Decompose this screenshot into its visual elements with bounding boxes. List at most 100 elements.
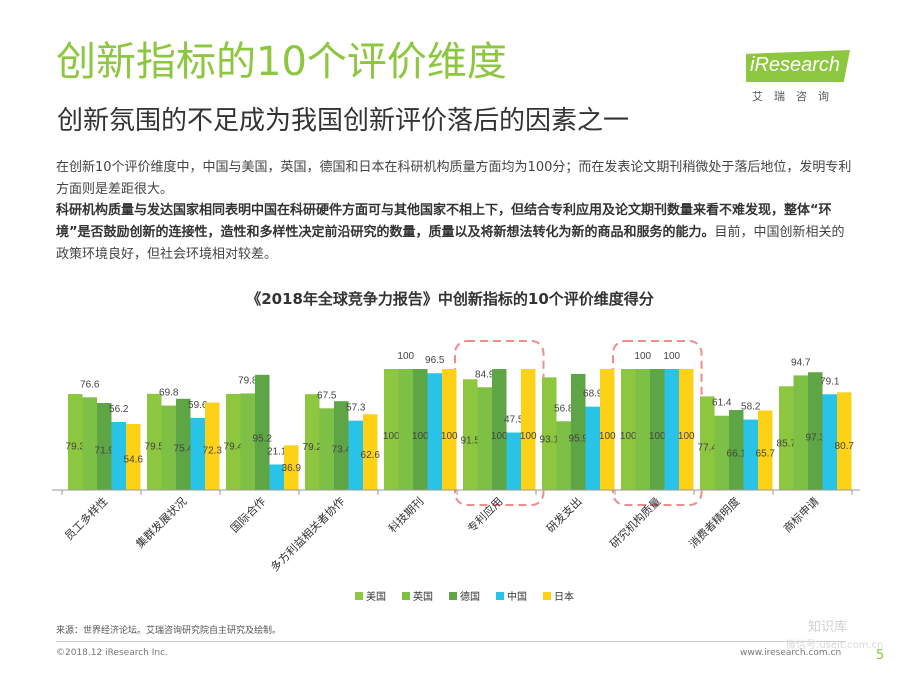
bar (650, 369, 665, 490)
data-label: 69.8 (159, 388, 179, 399)
bar (319, 408, 334, 490)
legend-label: 美国 (366, 590, 386, 603)
data-label: 79.2 (303, 442, 323, 453)
bar (398, 369, 413, 490)
data-label: 77.4 (698, 443, 718, 454)
bar (226, 393, 241, 490)
bar (363, 414, 378, 490)
legend-label: 德国 (460, 590, 480, 603)
logo-background (746, 50, 850, 82)
data-label: 57.3 (346, 403, 366, 414)
website-text: www.iresearch.com.cn (740, 648, 842, 658)
bar (97, 403, 112, 490)
legend-swatch (402, 592, 410, 600)
data-label: 100 (441, 431, 458, 442)
bar (571, 373, 586, 490)
analysis-bold-text: 科研机构质量与发达国家相同表明中国在科研硬件方面可与其他国家不相上下，但结合专利… (56, 203, 832, 240)
bar (205, 402, 220, 490)
page-number: 5 (876, 648, 885, 663)
bar (305, 394, 320, 490)
data-label: 36.9 (282, 463, 302, 474)
data-label: 79.3 (66, 442, 86, 453)
bar (348, 420, 363, 490)
bar (837, 392, 852, 490)
data-label: 84.9 (475, 369, 495, 380)
page-title: 创新指标的10个评价维度 (56, 39, 507, 85)
data-label: 100 (678, 431, 695, 442)
legend-swatch (496, 592, 504, 600)
bar (240, 393, 255, 490)
iresearch-logo: iResearch 艾瑞咨询 (746, 50, 854, 106)
bar (413, 369, 428, 490)
data-label: 100 (383, 431, 400, 442)
bar (779, 386, 794, 490)
bar (506, 432, 521, 490)
bar (68, 394, 83, 490)
data-label: 73.4 (332, 445, 352, 456)
data-label: 75.4 (174, 444, 194, 455)
data-label: 100 (599, 431, 616, 442)
data-label: 79.4 (224, 442, 244, 453)
data-label: 61.4 (712, 398, 732, 409)
category-label: 多方利益相关者协作 (267, 494, 347, 574)
data-label: 21.1 (267, 446, 287, 457)
data-label: 93.1 (540, 435, 560, 446)
analysis-paragraph: 科研机构质量与发达国家相同表明中国在科研硬件方面可与其他国家不相上下，但结合专利… (56, 200, 856, 266)
data-label: 95.2 (253, 434, 273, 445)
bar (111, 421, 126, 490)
data-label: 47.5 (504, 415, 524, 426)
data-label: 100 (397, 351, 414, 362)
bar (808, 372, 823, 490)
bar (585, 406, 600, 490)
logo-cn-text: 艾瑞咨询 (752, 90, 840, 103)
bar (679, 369, 694, 490)
legend-label: 中国 (507, 590, 527, 603)
bar (600, 369, 615, 490)
data-label: 94.7 (791, 357, 811, 368)
data-label: 71.9 (95, 445, 115, 456)
bar (284, 445, 299, 490)
data-label: 79.1 (820, 376, 840, 387)
page-subtitle: 创新氛围的不足成为我国创新评价落后的因素之一 (57, 106, 630, 136)
bar (758, 410, 773, 490)
data-label: 59.6 (188, 400, 208, 411)
category-label: 研究机构质量 (607, 494, 664, 551)
copyright-text: ©2018.12 iResearch Inc. (56, 648, 168, 658)
bar (822, 394, 837, 490)
bar (700, 396, 715, 490)
analysis-rest-text: 目前，中国创新相关的政策环境良好，但社会环境相对较差。 (56, 225, 845, 262)
data-label: 72.3 (203, 445, 223, 456)
bar (542, 377, 557, 490)
watermark-text: 知识库 (808, 620, 848, 635)
data-label: 58.2 (741, 402, 761, 413)
bar-chart: 79.3 76.6 71.9 56.2 54.679.5 69.8 75.4 59.6 72.3… (52, 340, 860, 603)
bar (477, 387, 492, 490)
bar (190, 417, 205, 490)
data-label: 100 (620, 431, 637, 442)
data-label: 95.9 (569, 433, 589, 444)
category-label: 研发支出 (543, 494, 584, 535)
bar (492, 369, 507, 490)
bar (463, 379, 478, 490)
bar (334, 401, 349, 490)
data-label: 91.5 (461, 435, 481, 446)
bar (743, 419, 758, 490)
data-label: 85.7 (777, 438, 797, 449)
chart-title: 《2018年全球竞争力报告》中创新指标的10个评价维度得分 (246, 290, 654, 308)
data-label: 79.8 (238, 375, 258, 386)
data-label: 97.3 (806, 433, 826, 444)
bar (255, 374, 270, 490)
data-label: 65.7 (756, 449, 776, 460)
data-label: 100 (520, 431, 537, 442)
data-label: 76.6 (80, 379, 100, 390)
bar (82, 397, 97, 490)
logo-text: iResearch (750, 54, 841, 76)
data-label: 100 (663, 351, 680, 362)
category-label: 科技期刊 (385, 494, 426, 535)
data-label: 80.7 (835, 441, 855, 452)
data-label: 100 (649, 431, 666, 442)
legend-swatch (449, 592, 457, 600)
data-label: 62.6 (361, 450, 381, 461)
category-label: 集群发展状况 (133, 494, 190, 551)
legend-swatch (543, 592, 551, 600)
